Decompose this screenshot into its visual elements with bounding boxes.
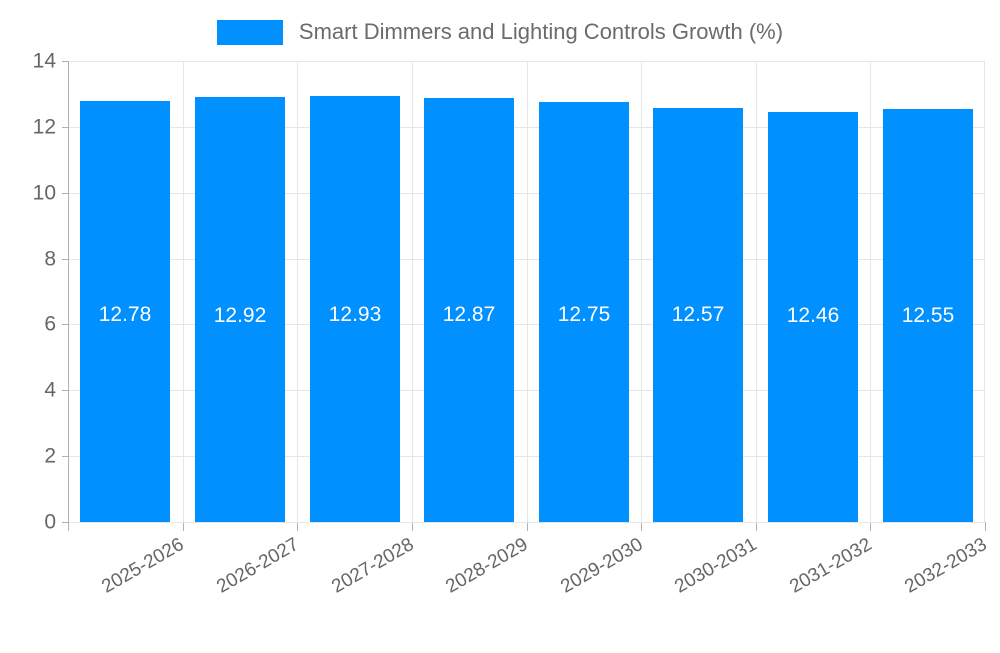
horizontal-gridline bbox=[68, 390, 985, 392]
bar[interactable]: 12.78 bbox=[80, 101, 170, 522]
bar[interactable]: 12.55 bbox=[883, 109, 973, 522]
y-axis-tick-label: 2 bbox=[44, 444, 56, 468]
horizontal-gridline bbox=[68, 456, 985, 458]
horizontal-gridline bbox=[68, 324, 985, 326]
horizontal-gridline bbox=[68, 126, 985, 128]
vertical-gridline bbox=[870, 61, 871, 522]
horizontal-gridline bbox=[68, 258, 985, 260]
legend-color-swatch-icon bbox=[216, 19, 283, 45]
y-axis-tick-mark bbox=[62, 456, 69, 457]
bar-value-label: 12.87 bbox=[442, 303, 496, 327]
bar[interactable]: 12.92 bbox=[195, 97, 285, 522]
vertical-gridline bbox=[412, 61, 413, 522]
y-axis-tick-mark bbox=[62, 259, 69, 260]
y-axis-tick-mark bbox=[62, 61, 69, 62]
x-axis-tick-mark bbox=[183, 523, 184, 531]
horizontal-gridline bbox=[68, 61, 985, 62]
vertical-gridline bbox=[297, 61, 298, 522]
horizontal-gridline bbox=[68, 192, 985, 194]
bar-value-label: 12.75 bbox=[557, 303, 611, 327]
bar-value-label: 12.57 bbox=[671, 303, 725, 327]
legend-item-label: Smart Dimmers and Lighting Controls Grow… bbox=[298, 19, 784, 44]
bar[interactable]: 12.93 bbox=[310, 96, 400, 522]
y-axis-tick-label: 10 bbox=[32, 181, 56, 205]
x-axis-tick-mark bbox=[527, 523, 528, 531]
x-axis-tick-mark bbox=[68, 523, 69, 531]
vertical-gridline bbox=[984, 61, 985, 522]
y-axis-tick-mark bbox=[62, 390, 69, 391]
vertical-gridline bbox=[641, 61, 642, 522]
y-axis-tick-mark bbox=[62, 127, 69, 128]
x-axis-tick-mark bbox=[756, 523, 757, 531]
bar-value-label: 12.55 bbox=[901, 303, 955, 327]
plot-area: 12.78 12.92 12.93 12.87 12.75 12.57 12.46 12.55 bbox=[68, 61, 985, 523]
x-axis-tick-mark bbox=[297, 523, 298, 531]
y-axis-tick-mark bbox=[62, 193, 69, 194]
y-axis-tick-label: 6 bbox=[44, 312, 56, 336]
y-axis-line bbox=[68, 61, 69, 523]
vertical-gridline bbox=[527, 61, 528, 522]
y-axis-ticks: 14 12 10 8 6 4 2 0 bbox=[0, 0, 56, 600]
x-axis-tick-mark bbox=[985, 523, 986, 531]
bar-value-label: 12.93 bbox=[328, 303, 382, 327]
bar[interactable]: 12.75 bbox=[539, 102, 629, 522]
y-axis-tick-label: 4 bbox=[44, 378, 56, 402]
y-axis-tick-label: 0 bbox=[44, 510, 56, 534]
y-axis-tick-label: 12 bbox=[32, 115, 56, 139]
bar[interactable]: 12.46 bbox=[768, 112, 858, 522]
x-axis-tick-mark bbox=[412, 523, 413, 531]
vertical-gridline bbox=[756, 61, 757, 522]
vertical-gridline bbox=[183, 61, 184, 522]
y-axis-tick-label: 14 bbox=[32, 49, 56, 73]
bar[interactable]: 12.87 bbox=[424, 98, 514, 522]
bar-value-label: 12.92 bbox=[213, 303, 267, 327]
chart-legend: Smart Dimmers and Lighting Controls Grow… bbox=[0, 14, 1000, 50]
y-axis-tick-mark bbox=[62, 522, 69, 523]
bar-value-label: 12.46 bbox=[786, 303, 840, 327]
x-axis-tick-mark bbox=[641, 523, 642, 531]
legend-item-0[interactable]: Smart Dimmers and Lighting Controls Grow… bbox=[216, 19, 784, 45]
y-axis-tick-mark bbox=[62, 324, 69, 325]
horizontal-gridline bbox=[68, 522, 985, 523]
y-axis-tick-label: 8 bbox=[44, 247, 56, 271]
bar-chart: Smart Dimmers and Lighting Controls Grow… bbox=[0, 0, 1000, 600]
bar-value-label: 12.78 bbox=[98, 303, 152, 327]
x-axis-tick-mark bbox=[870, 523, 871, 531]
bar[interactable]: 12.57 bbox=[653, 108, 743, 522]
